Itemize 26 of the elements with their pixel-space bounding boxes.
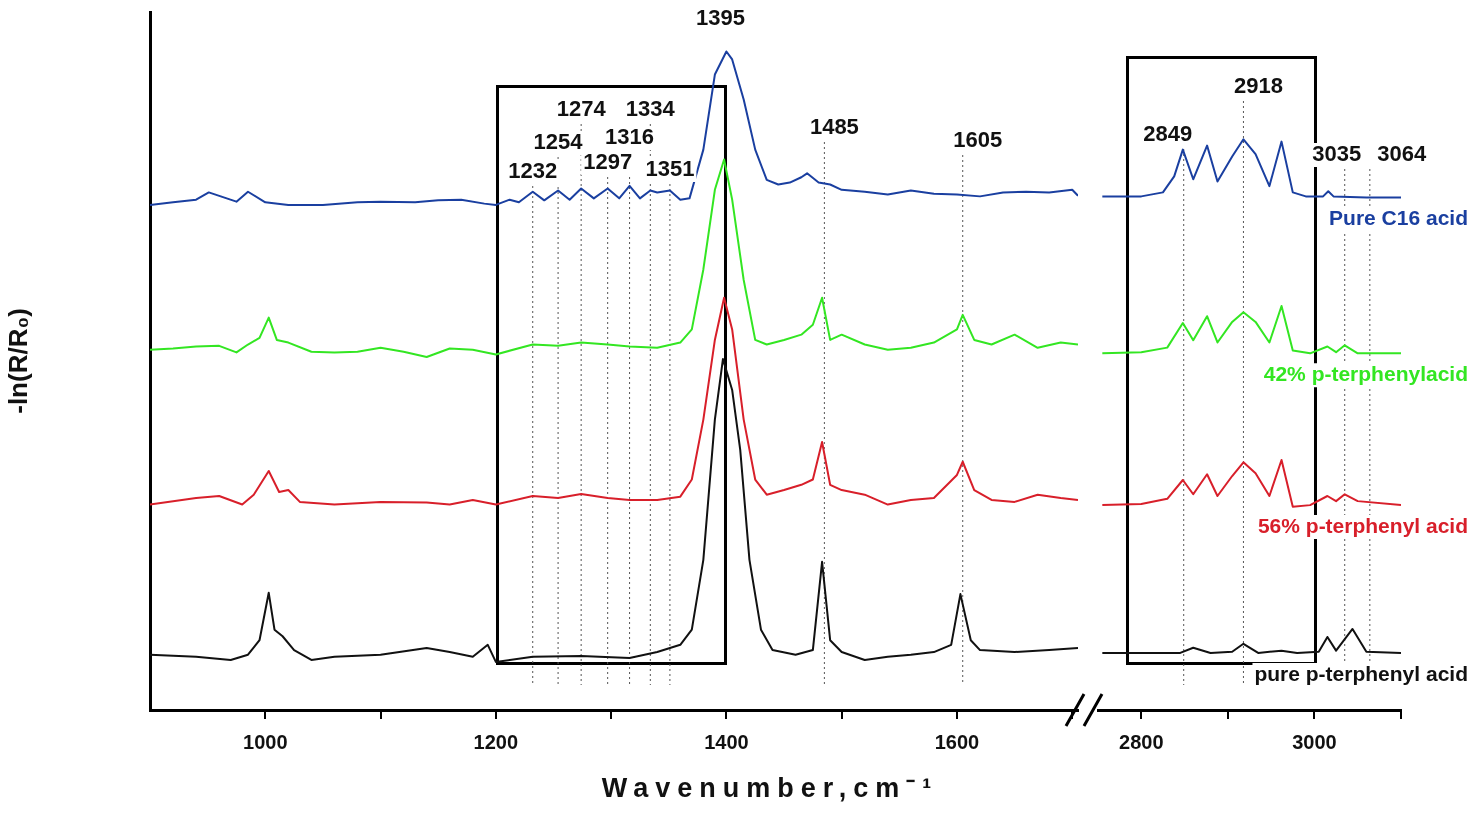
ref-line-label: 1605: [953, 127, 1003, 153]
series-label: pure p-terphenyl acid: [1254, 661, 1468, 685]
x-tick-label: 1000: [243, 730, 288, 753]
x-tick-label: 1200: [473, 730, 519, 753]
ref-line-label: 1254: [533, 129, 584, 155]
x-tick-label: 1400: [704, 730, 749, 753]
ref-line-label: 1297: [583, 149, 633, 175]
ref-line-label: 1274: [556, 96, 607, 122]
x-tick-label: 2800: [1119, 730, 1164, 753]
annotation: 1395: [695, 4, 745, 30]
ref-line-label: 1485: [809, 114, 859, 140]
series-label: 42% p-terphenylacid: [1263, 362, 1468, 386]
ref-line-label: 1334: [625, 96, 676, 122]
ref-line-label: 1316: [605, 124, 655, 150]
ref-line-label: 3035: [1312, 141, 1362, 167]
ref-line-label: 1351: [645, 156, 695, 182]
x-tick-label: 3000: [1292, 730, 1337, 753]
series-label: Pure C16 acid: [1329, 206, 1468, 230]
ref-line-label: 2849: [1143, 121, 1193, 147]
y-axis-title: -ln(R/R₀): [2, 308, 33, 414]
x-axis-title: Wavenumber,cm⁻¹: [600, 772, 940, 805]
ref-line-label: 1232: [508, 158, 558, 184]
ref-line-label: 3064: [1377, 141, 1428, 167]
ref-line-label: 2918: [1233, 73, 1283, 99]
x-tick-label: 1600: [934, 730, 980, 753]
series-label: 56% p-terphenyl acid: [1257, 513, 1468, 537]
